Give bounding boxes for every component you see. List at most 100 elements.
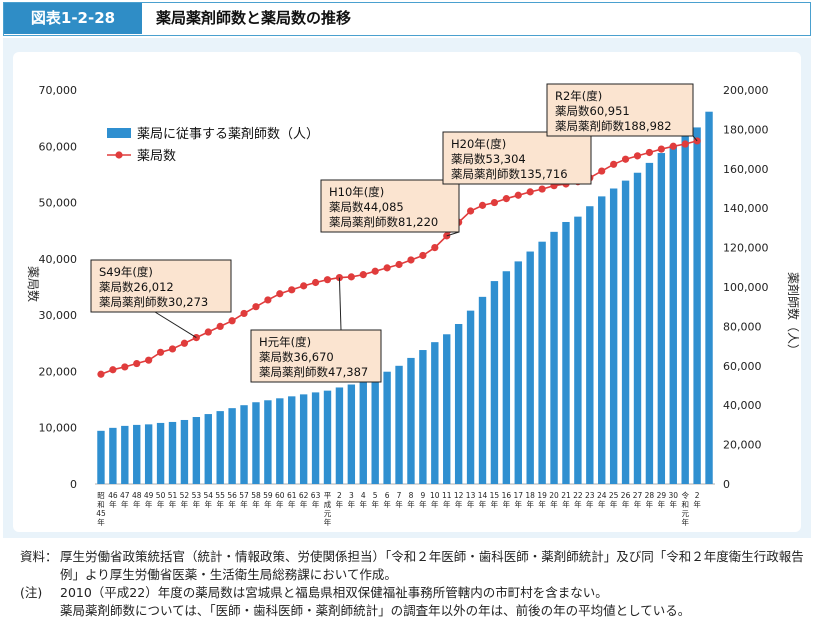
bar [407, 357, 415, 484]
x-tick-label: 29 年 [657, 491, 667, 509]
x-tick-label: 23 年 [585, 491, 595, 509]
x-tick-label: 50 年 [156, 491, 166, 509]
callout-leader [692, 135, 698, 142]
note-1-text: 2010（平成22）年度の薬局数は宮城県と福島県相双保健福祉事務所管轄内の市町村… [60, 585, 608, 600]
note-source: 資料： 厚生労働省政策統括官（統計・情報政策、労使関係担当）「令和２年医師・歯科… [20, 548, 810, 584]
bar [478, 296, 487, 484]
x-tick-label: 53 年 [192, 491, 202, 509]
chart-area: 0 10,000 20,000 30,000 40,000 50,000 60,000 70,… [13, 52, 801, 532]
note-2-label [20, 602, 60, 620]
callout-box [90, 259, 232, 313]
x-tick-label: 24 年 [597, 491, 607, 509]
line-point [514, 191, 522, 199]
bar [693, 127, 701, 485]
x-tick-label: 11 年 [442, 491, 452, 509]
callout-box [546, 83, 694, 137]
bar [454, 323, 463, 484]
bar [252, 402, 260, 484]
x-tick-label: 49 年 [144, 491, 154, 509]
bar [586, 206, 594, 485]
x-tick-label: 昭和 45 年 [96, 491, 106, 527]
x-tick-label: 令和元年 [681, 490, 689, 527]
x-tick-label: 26 年 [621, 491, 631, 509]
right-tick-label: 100,000 [723, 281, 769, 294]
note-2: 薬局薬剤師数については、「医師・歯科医師・薬剤師統計」の調査年以外の年は、前後の… [20, 602, 810, 620]
line-point [228, 317, 236, 325]
bar [216, 411, 224, 484]
bar [562, 221, 570, 485]
line-point [502, 195, 510, 203]
x-tick-label: 12 年 [454, 491, 464, 509]
line-point [419, 251, 427, 260]
callout-text: 薬局数26,012 [99, 280, 174, 294]
x-tick-label: 14 年 [478, 491, 488, 509]
bar [156, 422, 165, 484]
x-tick-label: 20 年 [549, 491, 559, 509]
bar [645, 162, 654, 484]
left-tick-label: 10,000 [39, 422, 78, 435]
x-tick-label: 54 年 [203, 491, 213, 509]
figure-header: 図表1-2-28 薬局薬剤師数と薬局数の推移 [3, 2, 811, 36]
bar [347, 384, 356, 484]
callout-leader [338, 277, 342, 331]
line-point [645, 148, 654, 157]
bar [431, 342, 439, 484]
callout-box [320, 179, 460, 233]
bar [502, 271, 511, 484]
figure-label: 図表1-2-28 [4, 3, 142, 34]
line-point [490, 198, 499, 207]
left-tick-label: 30,000 [39, 309, 78, 322]
line-point [538, 185, 546, 193]
chart-panel: 0 10,000 20,000 30,000 40,000 50,000 60,000 70,… [3, 38, 811, 538]
x-tick-label: 27 年 [633, 491, 643, 509]
line-point [180, 339, 189, 347]
line-point [657, 145, 665, 153]
bar [121, 425, 129, 484]
callout-box [442, 131, 592, 185]
line-point [466, 207, 475, 215]
x-tick-label: 46 年 [108, 491, 118, 509]
x-tick-label: 30 年 [668, 491, 678, 509]
right-tick-label: 140,000 [723, 202, 769, 215]
bar [204, 414, 212, 484]
right-tick-label: 0 [723, 478, 730, 491]
x-tick-label: 62 年 [299, 491, 309, 509]
bar [609, 188, 618, 484]
left-axis-title: 薬局数 [26, 266, 41, 302]
line-point [240, 309, 248, 318]
x-tick-label: 58 年 [251, 491, 261, 509]
line-point [598, 167, 606, 175]
bar [669, 145, 677, 484]
callout-text: 薬局薬剤師数47,387 [259, 365, 368, 379]
bar [621, 180, 630, 484]
bar [228, 408, 236, 484]
bar [574, 216, 582, 485]
note-1: (注) 2010（平成22）年度の薬局数は宮城県と福島県相双保健福祉事務所管轄内… [20, 584, 810, 602]
callout-text: 薬局薬剤師数135,716 [451, 167, 568, 181]
x-tick-label: 22 年 [573, 491, 583, 509]
line-point [669, 142, 677, 150]
bar [97, 430, 105, 484]
bar [276, 398, 284, 484]
left-tick-label: 20,000 [39, 365, 78, 378]
callout-text: 薬局薬剤師数188,982 [555, 119, 672, 133]
x-tick-label: 55 年 [215, 491, 225, 509]
x-tick-label: 10 年 [430, 491, 440, 509]
x-tick-label: 59 年 [263, 491, 273, 509]
left-tick-label: 70,000 [39, 84, 78, 97]
left-tick-label: 50,000 [39, 197, 78, 210]
x-tick-label: 56 年 [227, 491, 237, 509]
line-point [621, 155, 630, 163]
line-point [133, 359, 141, 368]
x-tick-label: 47 年 [120, 491, 130, 509]
line-point [633, 152, 642, 160]
bar [657, 153, 666, 484]
callout-text: 薬局数60,951 [555, 104, 630, 118]
x-tick-label: 21 年 [561, 491, 571, 509]
bar [598, 196, 606, 484]
right-tick-label: 60,000 [723, 360, 762, 373]
